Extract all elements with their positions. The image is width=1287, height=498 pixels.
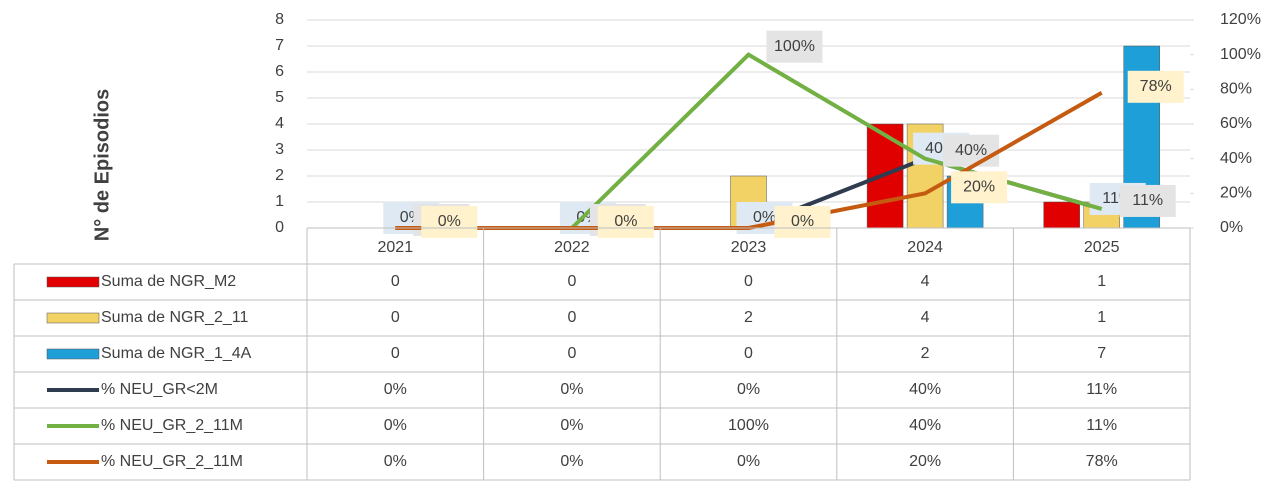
table-cell: 2: [921, 345, 930, 362]
legend-label: % NEU_GR_2_11M: [101, 417, 243, 434]
y-tick-label: 2: [275, 167, 284, 184]
data-label: 11%: [1132, 192, 1163, 209]
table-cell: 0%: [560, 417, 583, 434]
y-tick-label: 5: [275, 89, 284, 106]
x-tick-label: 2022: [554, 239, 590, 256]
table-cell: 20%: [909, 453, 941, 470]
legend-key: [46, 348, 100, 360]
table-cell: 0%: [737, 381, 760, 398]
table-cell: 1: [1097, 309, 1106, 326]
table-cell: 0: [567, 273, 576, 290]
legend-key: [46, 312, 100, 324]
y-axis-title: N° de Episodios: [91, 89, 113, 241]
data-label: 0%: [614, 213, 637, 230]
y2-tick-label: 80%: [1220, 81, 1252, 98]
legend-label: % NEU_GR<2M: [101, 381, 218, 398]
y-tick-label: 8: [275, 11, 284, 28]
data-label-bg: [597, 206, 654, 238]
y-tick-label: 7: [275, 37, 284, 54]
data-label-bg: [1119, 184, 1176, 217]
table-cell: 0%: [560, 381, 583, 398]
legend-label: % NEU_GR_2_11M: [101, 453, 243, 470]
data-label-bg: [951, 171, 1008, 204]
x-tick-label: 2024: [907, 239, 943, 256]
legend-label: Suma de NGR_2_11: [101, 309, 248, 326]
table-cell: 0%: [737, 453, 760, 470]
data-label-bg: [421, 206, 478, 238]
table-cell: 0%: [384, 381, 407, 398]
data-label: 40%: [955, 142, 987, 159]
y-tick-label: 1: [275, 193, 284, 210]
table-cell: 0: [391, 309, 400, 326]
data-label: 20%: [963, 179, 995, 196]
y2-tick-label: 0%: [1220, 219, 1243, 236]
legend-key: [46, 276, 100, 288]
data-label: 78%: [1140, 78, 1172, 95]
table-cell: 0: [744, 273, 753, 290]
table-cell: 40%: [909, 417, 941, 434]
table-cell: 0%: [384, 453, 407, 470]
x-tick-label: 2023: [731, 239, 767, 256]
table-cell: 4: [921, 273, 930, 290]
table-cell: 78%: [1086, 453, 1118, 470]
data-label: 0%: [438, 213, 461, 230]
y2-tick-label: 60%: [1220, 115, 1252, 132]
data-label-bg: [766, 30, 823, 63]
legend-label: Suma de NGR_M2: [101, 273, 236, 290]
y2-tick-label: 100%: [1220, 46, 1261, 63]
data-label: 0%: [791, 213, 814, 230]
table-cell: 1: [1097, 273, 1106, 290]
table-cell: 0%: [384, 417, 407, 434]
y-tick-label: 0: [275, 219, 284, 236]
table-cell: 0: [567, 345, 576, 362]
y-tick-label: 4: [275, 115, 284, 132]
table-cell: 0: [391, 345, 400, 362]
legend-label: Suma de NGR_1_4A: [101, 345, 252, 362]
data-label-bg: [943, 134, 1000, 167]
table-cell: 0: [744, 345, 753, 362]
table-cell: 2: [744, 309, 753, 326]
table-cell: 11%: [1086, 381, 1117, 398]
y-tick-label: 6: [275, 63, 284, 80]
table-cell: 7: [1097, 345, 1106, 362]
y2-tick-label: 120%: [1220, 11, 1261, 28]
table-cell: 100%: [728, 417, 769, 434]
bar: [1043, 201, 1080, 229]
table-cell: 40%: [909, 381, 941, 398]
table-cell: 0%: [560, 453, 583, 470]
data-label-bg: [1127, 70, 1184, 103]
y2-tick-label: 40%: [1220, 150, 1252, 167]
x-tick-label: 2021: [378, 239, 414, 256]
table-cell: 4: [921, 309, 930, 326]
table-cell: 0: [567, 309, 576, 326]
y2-tick-label: 20%: [1220, 185, 1252, 202]
x-tick-label: 2025: [1084, 239, 1120, 256]
data-label-bg: [774, 206, 831, 238]
table-cell: 11%: [1086, 417, 1117, 434]
data-label: 100%: [774, 38, 815, 55]
table-cell: 0: [391, 273, 400, 290]
y-tick-label: 3: [275, 141, 284, 158]
